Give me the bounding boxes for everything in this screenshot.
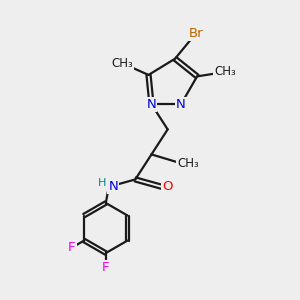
Text: N: N — [108, 180, 118, 193]
Text: O: O — [162, 180, 172, 193]
Text: CH₃: CH₃ — [214, 65, 236, 79]
Text: F: F — [102, 261, 110, 274]
Text: Br: Br — [188, 27, 203, 40]
Text: N: N — [147, 98, 156, 111]
Text: CH₃: CH₃ — [177, 157, 199, 170]
Text: F: F — [68, 241, 76, 254]
Text: CH₃: CH₃ — [111, 57, 133, 70]
Text: H: H — [98, 178, 106, 188]
Text: N: N — [176, 98, 186, 111]
